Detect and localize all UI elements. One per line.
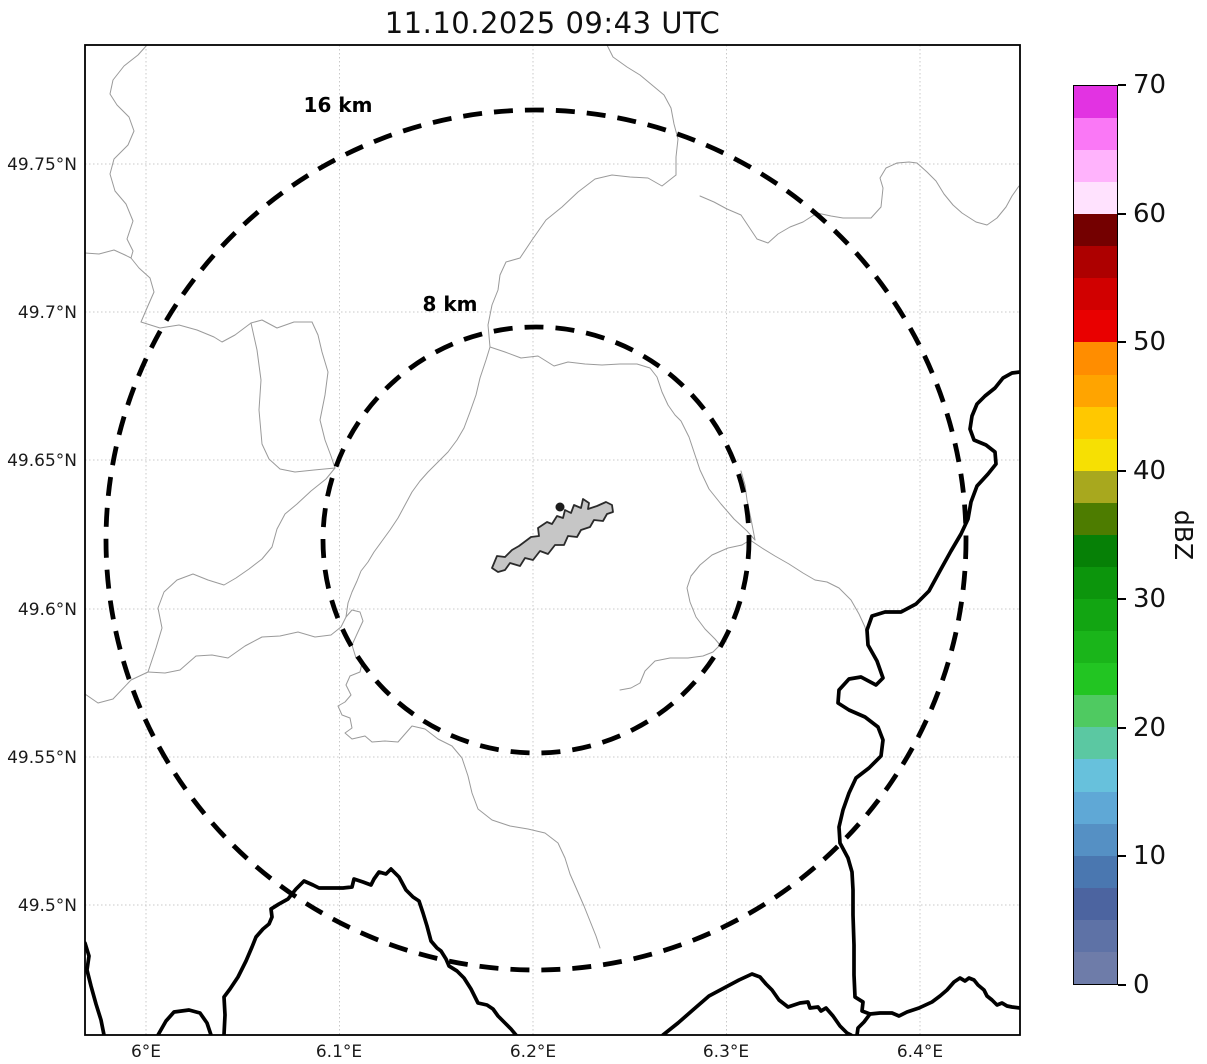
range-ring-label-16km: 16 km: [304, 93, 373, 117]
colorbar-tick-label: 30: [1133, 584, 1167, 615]
colorbar-segment: [1074, 246, 1117, 279]
radar-site-marker: [555, 502, 565, 512]
colorbar-tick-label: 0: [1133, 970, 1150, 1000]
colorbar-segment: [1074, 438, 1117, 471]
colorbar-segment: [1074, 599, 1117, 632]
city-boundary-polygon: [491, 498, 614, 573]
colorbar-segment: [1074, 182, 1117, 215]
colorbar-scale: [1073, 85, 1118, 985]
colorbar-tick: [1118, 84, 1126, 86]
colorbar-segment: [1074, 663, 1117, 696]
y-tick-label: 49.75°N: [7, 155, 77, 175]
colorbar-tick: [1118, 984, 1126, 986]
colorbar-segment: [1074, 791, 1117, 824]
colorbar-tick: [1118, 855, 1126, 858]
colorbar-tick: [1118, 469, 1126, 472]
y-axis-labels: 49.75°N 49.7°N 49.65°N 49.6°N 49.55°N 49…: [7, 155, 77, 916]
colorbar-axis-label: dBZ: [1169, 509, 1198, 561]
colorbar-tick: [1118, 212, 1126, 215]
y-tick-label: 49.7°N: [18, 303, 77, 323]
colorbar-segment: [1074, 919, 1117, 952]
colorbar-tick-label: 50: [1133, 327, 1167, 358]
colorbar-segment: [1074, 759, 1117, 792]
colorbar-segment: [1074, 534, 1117, 567]
colorbar-tick: [1118, 598, 1126, 601]
colorbar-segment: [1074, 695, 1117, 728]
x-tick-label: 6.1°E: [316, 1042, 362, 1062]
map-frame: [84, 44, 1021, 1036]
y-tick-label: 49.65°N: [7, 451, 77, 471]
colorbar-segment: [1074, 149, 1117, 183]
colorbar-segment: [1074, 855, 1117, 888]
colorbar-segment: [1074, 566, 1117, 600]
colorbar: 0 10 20 30 40 50 60 70: [1073, 70, 1203, 1000]
colorbar-tick-label: 40: [1133, 455, 1167, 486]
x-tick-label: 6.4°E: [897, 1042, 943, 1062]
range-ring-8km: [320, 324, 752, 756]
y-tick-label: 49.55°N: [7, 748, 77, 768]
river-border: [836, 370, 1020, 1035]
graticule-gridlines: [85, 45, 1020, 1035]
colorbar-tick-label: 70: [1133, 70, 1167, 100]
colorbar-segment: [1074, 214, 1117, 247]
y-tick-label: 49.6°N: [18, 600, 77, 620]
colorbar-segment: [1074, 727, 1117, 760]
country-border: [85, 867, 1020, 1035]
colorbar-segment: [1074, 470, 1117, 503]
range-ring-label-8km: 8 km: [422, 292, 477, 316]
colorbar-segment: [1074, 887, 1117, 920]
y-tick-label: 49.5°N: [18, 896, 77, 916]
colorbar-tick: [1118, 341, 1126, 344]
colorbar-segment: [1074, 502, 1117, 535]
colorbar-segment: [1074, 342, 1117, 375]
colorbar-tick-label: 60: [1133, 198, 1167, 229]
colorbar-segment: [1074, 631, 1117, 664]
municipal-boundaries: [85, 45, 1020, 949]
x-tick-label: 6.2°E: [510, 1042, 556, 1062]
x-tick-label: 6°E: [131, 1042, 161, 1062]
colorbar-segment: [1074, 278, 1117, 311]
colorbar-segment: [1074, 406, 1117, 439]
range-rings: [103, 107, 969, 973]
x-tick-label: 6.3°E: [703, 1042, 749, 1062]
colorbar-tick-label: 20: [1133, 712, 1167, 743]
plot-title: 11.10.2025 09:43 UTC: [384, 6, 721, 40]
range-ring-16km: [103, 107, 969, 973]
colorbar-tick: [1118, 726, 1126, 729]
colorbar-segment: [1074, 374, 1117, 407]
colorbar-segment: [1074, 117, 1117, 150]
x-axis-labels: 6°E 6.1°E 6.2°E 6.3°E 6.4°E: [131, 1042, 943, 1062]
colorbar-segment: [1074, 85, 1117, 118]
colorbar-tick-label: 10: [1133, 841, 1167, 872]
colorbar-segment: [1074, 823, 1117, 856]
colorbar-segment: [1074, 310, 1117, 343]
colorbar-segment: [1074, 951, 1117, 984]
